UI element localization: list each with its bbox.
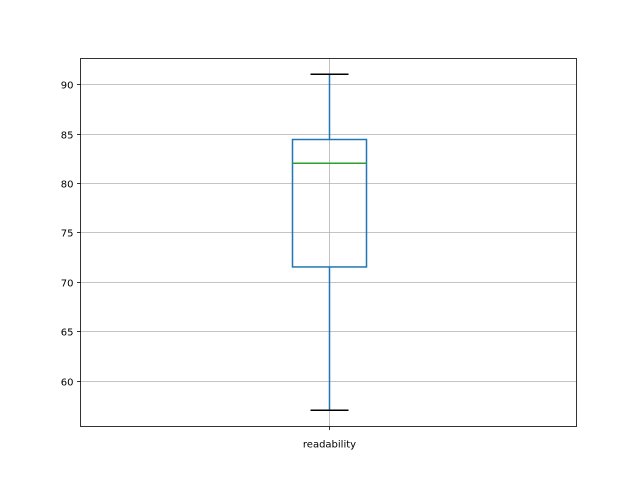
axes-frame: [80, 58, 577, 427]
y-tick-label: 70: [61, 279, 74, 290]
boxes: [291, 73, 368, 411]
y-tick-label: 60: [61, 378, 74, 389]
y-tick-label: 90: [61, 81, 74, 92]
y-axis: 60 65 70 75 80 85 90: [61, 81, 81, 389]
y-tick-label: 65: [61, 328, 74, 339]
x-tick-label: readability: [303, 440, 356, 451]
x-axis: readability: [303, 426, 356, 451]
grid: [80, 58, 577, 427]
y-tick-label: 75: [61, 229, 74, 240]
y-tick-label: 85: [61, 131, 74, 142]
box-iqr: [291, 138, 368, 268]
y-tick-label: 80: [61, 180, 74, 191]
